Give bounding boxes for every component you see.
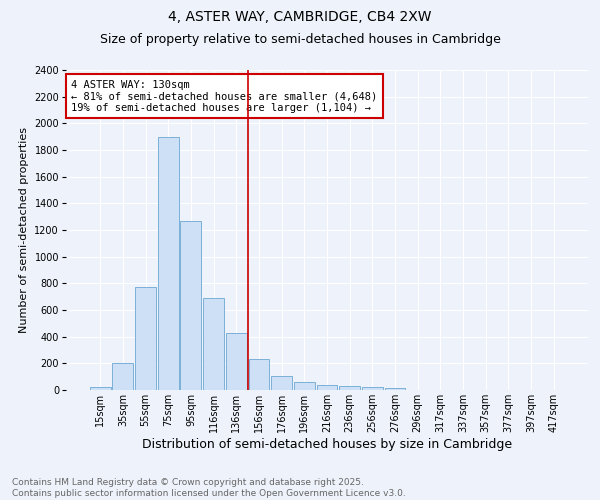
- Bar: [226, 332, 247, 390]
- X-axis label: Distribution of semi-detached houses by size in Cambridge: Distribution of semi-detached houses by …: [142, 438, 512, 450]
- Text: Contains HM Land Registry data © Crown copyright and database right 2025.
Contai: Contains HM Land Registry data © Crown c…: [12, 478, 406, 498]
- Bar: [362, 388, 383, 390]
- Bar: [135, 288, 156, 390]
- Text: 4 ASTER WAY: 130sqm
← 81% of semi-detached houses are smaller (4,648)
19% of sem: 4 ASTER WAY: 130sqm ← 81% of semi-detach…: [71, 80, 377, 113]
- Bar: [317, 386, 337, 390]
- Y-axis label: Number of semi-detached properties: Number of semi-detached properties: [19, 127, 29, 333]
- Bar: [158, 136, 179, 390]
- Bar: [203, 298, 224, 390]
- Bar: [339, 386, 360, 390]
- Text: Size of property relative to semi-detached houses in Cambridge: Size of property relative to semi-detach…: [100, 32, 500, 46]
- Bar: [248, 360, 269, 390]
- Bar: [385, 388, 406, 390]
- Bar: [112, 364, 133, 390]
- Bar: [181, 220, 202, 390]
- Bar: [294, 382, 315, 390]
- Text: 4, ASTER WAY, CAMBRIDGE, CB4 2XW: 4, ASTER WAY, CAMBRIDGE, CB4 2XW: [168, 10, 432, 24]
- Bar: [90, 386, 110, 390]
- Bar: [271, 376, 292, 390]
